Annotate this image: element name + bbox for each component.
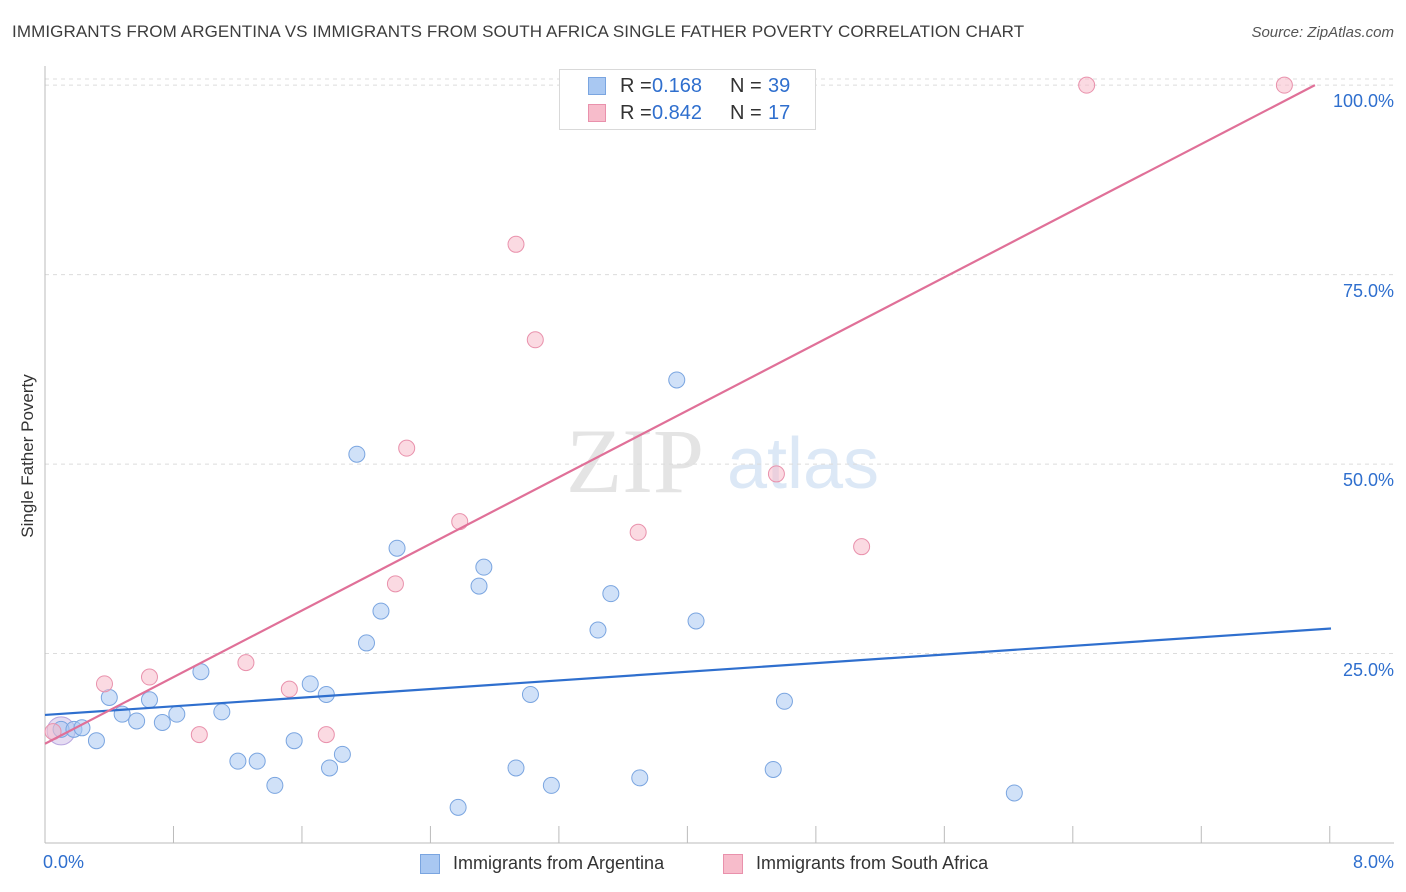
- argentina-point-22[interactable]: [372, 602, 390, 620]
- south-africa-point-5[interactable]: [280, 680, 298, 698]
- legend-swatch-argentina: [420, 854, 440, 874]
- r-value-south-africa: 0.842: [652, 102, 703, 124]
- source-label: Source: ZipAtlas.com: [1251, 24, 1394, 41]
- argentina-point-9[interactable]: [168, 705, 186, 723]
- x-tick-label-max: 8.0%: [1352, 852, 1394, 872]
- argentina-point-18[interactable]: [321, 759, 339, 777]
- argentina-point-28[interactable]: [521, 685, 539, 703]
- argentina-point-31[interactable]: [602, 585, 620, 603]
- axes: [44, 66, 1394, 844]
- argentina-point-3[interactable]: [87, 732, 105, 750]
- grid-lines: [45, 78, 1394, 655]
- argentina-point-7[interactable]: [140, 691, 158, 709]
- south-africa-point-4[interactable]: [237, 654, 255, 672]
- watermark-zip: ZIP: [566, 410, 704, 512]
- swatch-argentina: [588, 77, 606, 95]
- south-africa-point-15[interactable]: [1078, 76, 1096, 94]
- argentina-point-34[interactable]: [687, 612, 705, 630]
- y-tick-label-2: 75.0%: [1342, 280, 1394, 301]
- south-africa-point-6[interactable]: [317, 726, 335, 744]
- argentina-point-26[interactable]: [475, 558, 493, 576]
- argentina-point-16[interactable]: [301, 675, 319, 693]
- y-tick-label-3: 100.0%: [1332, 91, 1394, 112]
- argentina-point-11[interactable]: [213, 703, 231, 721]
- n-value-south-africa: 17: [768, 102, 791, 124]
- trend-lines: [44, 84, 1332, 745]
- argentina-point-23[interactable]: [388, 539, 406, 557]
- south-africa-point-14[interactable]: [853, 538, 871, 556]
- y-tick-label-0: 25.0%: [1342, 659, 1394, 680]
- n-value-argentina: 39: [768, 75, 791, 97]
- argentina-point-19[interactable]: [333, 745, 351, 763]
- argentina-point-21[interactable]: [358, 634, 375, 652]
- argentina-point-27[interactable]: [507, 759, 525, 777]
- argentina-point-33[interactable]: [668, 371, 686, 389]
- argentina-point-37[interactable]: [1005, 784, 1023, 802]
- r-value-argentina: 0.168: [652, 75, 703, 97]
- chart-title: IMMIGRANTS FROM ARGENTINA VS IMMIGRANTS …: [12, 22, 1025, 41]
- argentina-point-36[interactable]: [775, 692, 793, 710]
- south-africa-point-11[interactable]: [526, 331, 544, 349]
- south-africa-point-3[interactable]: [190, 726, 208, 744]
- south-africa-point-13[interactable]: [767, 465, 785, 483]
- x-tick-label-min: 0.0%: [43, 852, 85, 872]
- y-axis-title: Single Father Poverty: [18, 374, 37, 538]
- argentina-point-15[interactable]: [285, 732, 303, 750]
- south-africa-point-1[interactable]: [95, 675, 113, 693]
- argentina-point-35[interactable]: [764, 760, 782, 778]
- legend-label-south-africa: Immigrants from South Africa: [756, 853, 989, 873]
- argentina-point-30[interactable]: [589, 621, 607, 639]
- r-label-south-africa: R =: [620, 102, 652, 124]
- argentina-point-20[interactable]: [348, 445, 366, 463]
- argentina-point-12[interactable]: [229, 752, 247, 770]
- argentina-point-29[interactable]: [542, 776, 560, 794]
- swatch-south-africa: [588, 104, 606, 122]
- legend-label-argentina: Immigrants from Argentina: [453, 853, 665, 873]
- n-label-south-africa: N =: [730, 102, 762, 124]
- series-south-africa: [44, 76, 1293, 744]
- argentina-point-25[interactable]: [470, 577, 488, 595]
- argentina-point-6[interactable]: [128, 712, 146, 730]
- r-label-argentina: R =: [620, 75, 652, 97]
- argentina-point-8[interactable]: [153, 714, 171, 732]
- y-tick-label-1: 50.0%: [1342, 470, 1394, 491]
- argentina-point-14[interactable]: [266, 776, 284, 794]
- argentina-point-24[interactable]: [449, 798, 467, 816]
- south-africa-point-2[interactable]: [140, 668, 158, 686]
- argentina-point-17[interactable]: [317, 685, 335, 703]
- south-africa-point-12[interactable]: [629, 523, 647, 541]
- south-africa-point-16[interactable]: [1275, 76, 1293, 94]
- n-label-argentina: N =: [730, 75, 762, 97]
- south-africa-point-8[interactable]: [398, 439, 416, 457]
- watermark: ZIP atlas: [566, 410, 879, 512]
- argentina-point-13[interactable]: [248, 752, 266, 770]
- south-africa-point-9[interactable]: [451, 513, 469, 531]
- legend-swatch-south-africa: [723, 854, 743, 874]
- trend-line-south-africa: [44, 84, 1316, 745]
- argentina-point-32[interactable]: [631, 769, 649, 787]
- south-africa-point-10[interactable]: [507, 235, 525, 253]
- trend-line-argentina: [44, 627, 1332, 717]
- south-africa-point-7[interactable]: [386, 575, 404, 593]
- stats-box: R = 0.168 N = 39 R = 0.842 N = 17: [559, 69, 816, 130]
